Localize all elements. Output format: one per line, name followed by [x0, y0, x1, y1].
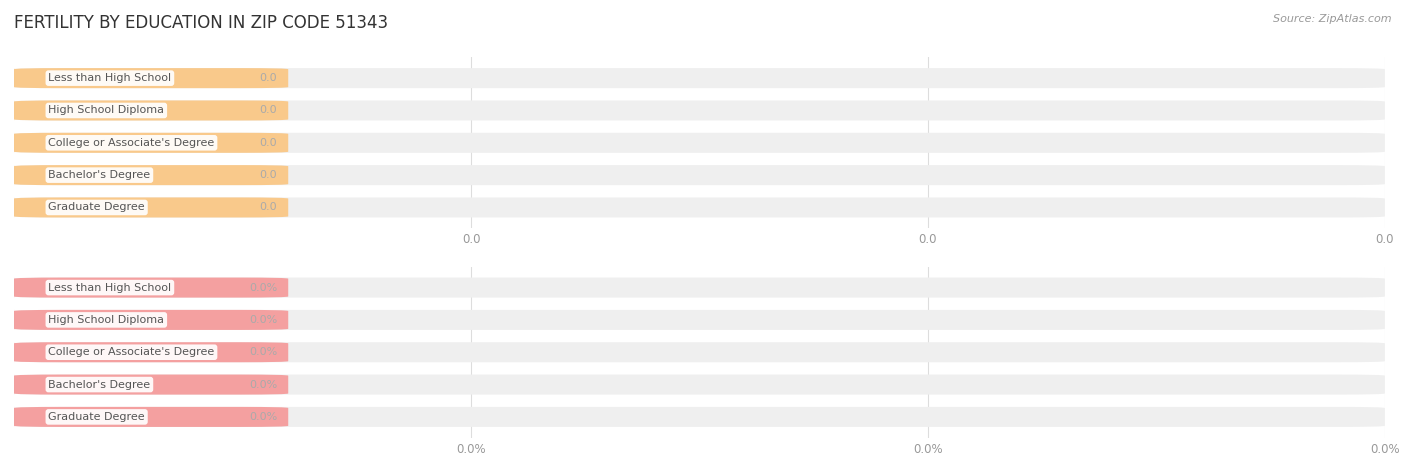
- FancyBboxPatch shape: [14, 100, 1385, 120]
- FancyBboxPatch shape: [14, 407, 288, 427]
- Text: College or Associate's Degree: College or Associate's Degree: [48, 347, 215, 357]
- FancyBboxPatch shape: [14, 68, 288, 88]
- FancyBboxPatch shape: [14, 198, 288, 218]
- FancyBboxPatch shape: [14, 342, 1385, 362]
- Text: 0.0: 0.0: [260, 138, 277, 148]
- Wedge shape: [0, 133, 14, 153]
- Text: Less than High School: Less than High School: [48, 283, 172, 293]
- Wedge shape: [0, 310, 14, 330]
- Text: 0.0%: 0.0%: [249, 379, 277, 389]
- Wedge shape: [0, 100, 14, 120]
- Wedge shape: [0, 68, 14, 88]
- Text: 0.0: 0.0: [260, 202, 277, 212]
- FancyBboxPatch shape: [14, 165, 288, 185]
- Wedge shape: [0, 375, 14, 395]
- FancyBboxPatch shape: [14, 133, 1385, 153]
- FancyBboxPatch shape: [14, 407, 1385, 427]
- Text: High School Diploma: High School Diploma: [48, 106, 165, 116]
- Wedge shape: [0, 198, 14, 218]
- Text: 0.0%: 0.0%: [249, 347, 277, 357]
- FancyBboxPatch shape: [14, 310, 1385, 330]
- FancyBboxPatch shape: [14, 278, 1385, 298]
- Wedge shape: [0, 342, 14, 362]
- FancyBboxPatch shape: [14, 375, 288, 395]
- FancyBboxPatch shape: [14, 198, 1385, 218]
- Text: 0.0%: 0.0%: [249, 283, 277, 293]
- Text: Less than High School: Less than High School: [48, 73, 172, 83]
- FancyBboxPatch shape: [14, 133, 288, 153]
- Text: Graduate Degree: Graduate Degree: [48, 202, 145, 212]
- Text: High School Diploma: High School Diploma: [48, 315, 165, 325]
- Wedge shape: [0, 165, 14, 185]
- Text: 0.0%: 0.0%: [249, 315, 277, 325]
- Wedge shape: [0, 278, 14, 298]
- Text: 0.0: 0.0: [260, 106, 277, 116]
- FancyBboxPatch shape: [14, 310, 288, 330]
- Text: 0.0%: 0.0%: [249, 412, 277, 422]
- Text: Graduate Degree: Graduate Degree: [48, 412, 145, 422]
- Text: FERTILITY BY EDUCATION IN ZIP CODE 51343: FERTILITY BY EDUCATION IN ZIP CODE 51343: [14, 14, 388, 32]
- FancyBboxPatch shape: [14, 342, 288, 362]
- FancyBboxPatch shape: [14, 165, 1385, 185]
- FancyBboxPatch shape: [14, 100, 288, 120]
- Text: 0.0: 0.0: [260, 73, 277, 83]
- Text: 0.0: 0.0: [260, 170, 277, 180]
- Text: College or Associate's Degree: College or Associate's Degree: [48, 138, 215, 148]
- Text: Bachelor's Degree: Bachelor's Degree: [48, 379, 150, 389]
- FancyBboxPatch shape: [14, 68, 1385, 88]
- Text: Source: ZipAtlas.com: Source: ZipAtlas.com: [1274, 14, 1392, 24]
- FancyBboxPatch shape: [14, 375, 1385, 395]
- Wedge shape: [0, 407, 14, 427]
- Text: Bachelor's Degree: Bachelor's Degree: [48, 170, 150, 180]
- FancyBboxPatch shape: [14, 278, 288, 298]
